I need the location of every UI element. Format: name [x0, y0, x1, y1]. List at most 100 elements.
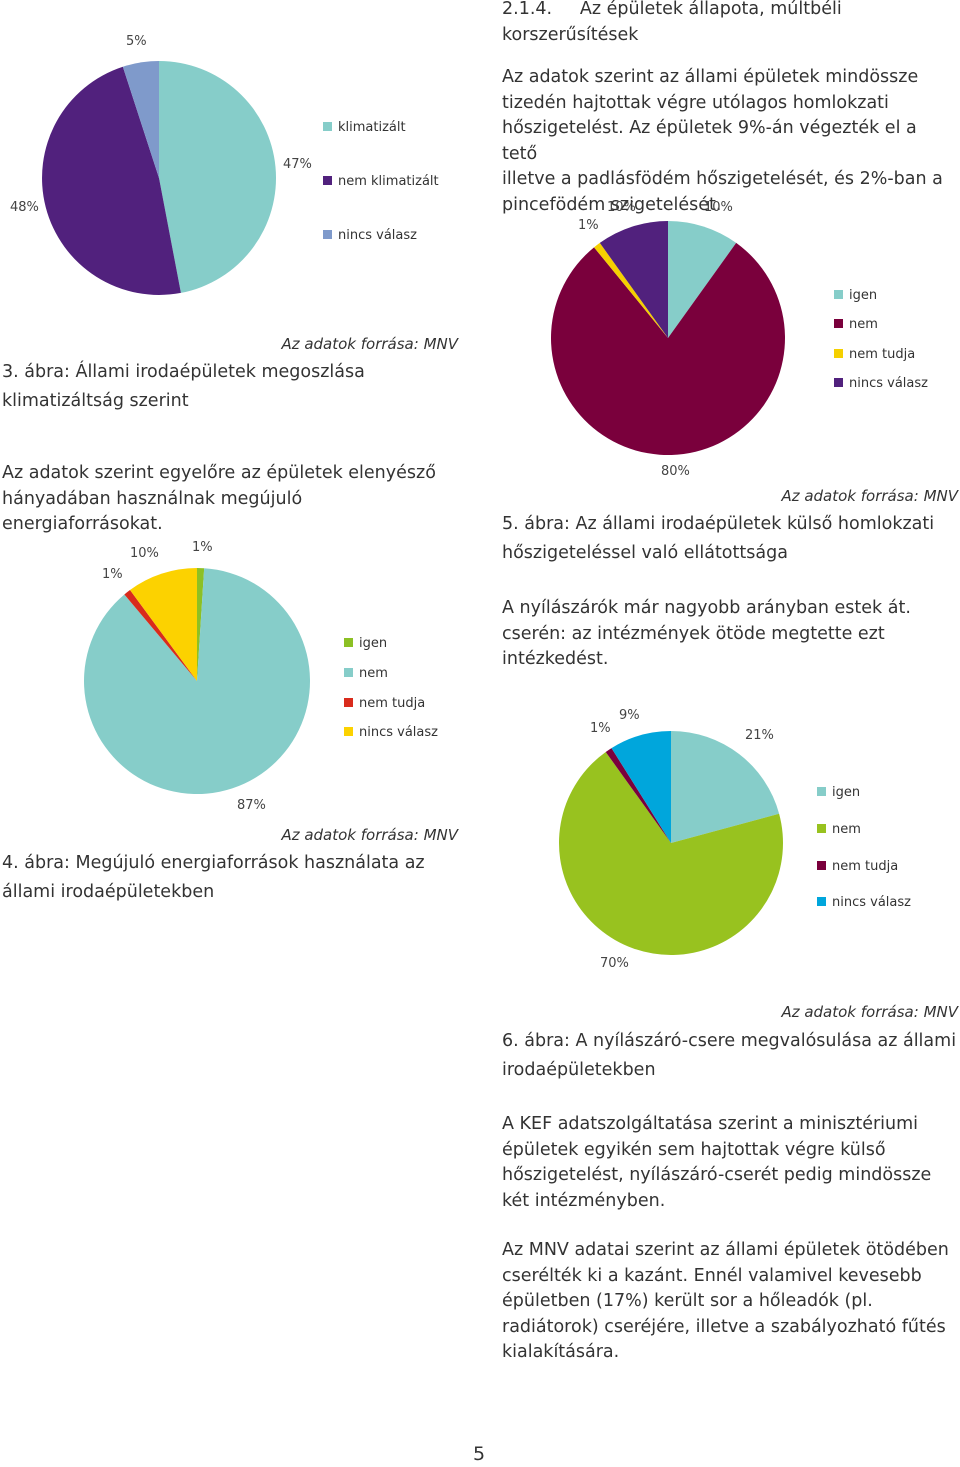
fig4-label-1a: 1% [102, 567, 123, 582]
fig5-source: Az adatok forrása: MNV [781, 487, 958, 505]
fig5-legend-item: nem tudja [834, 347, 915, 362]
fig4-slice-nincs-válasz [130, 568, 197, 681]
fig4-legend-item: igen [344, 636, 387, 651]
fig6-slice-nincs-válasz [611, 731, 671, 843]
legend-swatch [817, 861, 826, 870]
fig3-legend: klimatizált nem klimatizált nincs válasz [323, 120, 473, 250]
fig4-source: Az adatok forrása: MNV [281, 826, 458, 844]
fig3-pie-chart [42, 61, 277, 295]
fig3-legend-item: nem klimatizált [323, 174, 439, 189]
fig6-label-9: 9% [619, 708, 640, 723]
fig5-pie-chart [550, 221, 785, 455]
text-line: tizedén hajtottak végre utólagos homlokz… [502, 92, 889, 113]
text-line: illetve a padlásfödém hőszigetelését, és… [502, 169, 943, 189]
fig5-legend-label: nem tudja [849, 347, 916, 362]
fig6-legend-item: nincs válasz [817, 895, 911, 910]
fig4-legend: igen nem nem tudja nincs válasz [344, 636, 474, 746]
fig4-legend-item: nem [344, 666, 388, 681]
section-number: 2.1.4. [502, 0, 553, 19]
fig5-legend-item: nincs válasz [834, 376, 928, 391]
fig4-legend-label: nem [359, 666, 388, 681]
fig4-slice-nem [84, 568, 311, 795]
legend-swatch [344, 668, 353, 677]
fig4-legend-label: nem tudja [359, 696, 426, 711]
fig3-slice-klimatizált [159, 61, 277, 293]
fig6-slice-nem [559, 751, 784, 955]
paragraph-1: Az adatok szerint az állami épületek min… [502, 65, 957, 218]
text-line: intézkedést. [502, 649, 609, 669]
fig3-legend-label: klimatizált [338, 120, 406, 135]
fig3-label-47: 47% [283, 157, 312, 172]
fig4-legend-label: igen [359, 636, 388, 651]
paragraph-3: A nyílászárók már nagyobb arányban estek… [502, 596, 957, 673]
fig3-legend-label: nem klimatizált [338, 174, 439, 189]
text-line: hányadában használnak megújuló [2, 488, 303, 509]
fig4-label-10: 10% [130, 546, 159, 561]
fig6-source: Az adatok forrása: MNV [781, 1003, 958, 1021]
fig5-slice-nem-tudja [594, 242, 668, 338]
fig3-label-48: 48% [10, 200, 39, 215]
fig5-caption-line: hőszigeteléssel való ellátottsága [502, 543, 788, 563]
fig3-caption: 3. ábra: Állami irodaépületek megoszlása… [2, 358, 472, 416]
text-line: épületben (17%) került sor a hőleadók (p… [502, 1291, 873, 1311]
text-line: Az adatok szerint egyelőre az épületek e… [2, 463, 436, 483]
fig5-slice-nem [550, 242, 785, 455]
legend-swatch [834, 349, 843, 358]
fig5-slice-nincs-válasz [599, 221, 668, 338]
fig6-legend-label: nem tudja [832, 859, 899, 874]
text-line: energiaforrásokat. [2, 514, 163, 534]
fig6-caption-line: irodaépületekben [502, 1060, 656, 1080]
page-number: 5 [473, 1443, 486, 1465]
paragraph-2: Az adatok szerint egyelőre az épületek e… [2, 461, 472, 538]
text-line: cserén: az intézmények ötöde megtette ez… [502, 623, 885, 644]
text-line: A KEF adatszolgáltatása szerint a minisz… [502, 1114, 919, 1134]
text-line: két intézményben. [502, 1190, 666, 1211]
fig3-legend-item: nincs válasz [323, 228, 417, 243]
fig5-label-1: 1% [578, 218, 599, 233]
text-line: kialakítására. [502, 1342, 620, 1362]
legend-swatch [344, 727, 353, 736]
fig5-legend-label: nem [849, 317, 878, 332]
fig4-caption: 4. ábra: Megújuló energiaforrások haszná… [2, 849, 472, 907]
fig4-label-87: 87% [237, 798, 266, 813]
fig6-legend-item: nem [817, 822, 861, 837]
fig3-slice-nincs-válasz [122, 61, 159, 178]
fig5-label-80: 80% [661, 464, 690, 479]
fig5-label-10a: 10% [607, 200, 636, 215]
legend-swatch [817, 787, 826, 796]
legend-swatch [323, 122, 332, 131]
fig6-label-70: 70% [600, 956, 629, 971]
fig6-slice-nem-tudja [605, 748, 671, 843]
fig4-caption-line: 4. ábra: Megújuló energiaforrások haszná… [2, 853, 425, 873]
fig3-caption-line: 3. ábra: Állami irodaépületek megoszlása [2, 362, 365, 382]
fig4-caption-line: állami irodaépületekben [2, 882, 215, 902]
fig5-caption: 5. ábra: Az állami irodaépületek külső h… [502, 510, 957, 568]
legend-swatch [817, 824, 826, 833]
text-line: épületek egyikén sem hajtottak végre kül… [502, 1139, 886, 1160]
fig4-pie-chart [84, 568, 311, 795]
fig6-caption-line: 6. ábra: A nyílászáró-csere megvalósulás… [502, 1031, 957, 1051]
section-heading: 2.1.4. Az épületek állapota, múltbéli ko… [502, 0, 952, 48]
text-line: radiátorok) cseréjére, illetve a szabály… [502, 1316, 946, 1337]
fig6-caption: 6. ábra: A nyílászáró-csere megvalósulás… [502, 1027, 957, 1085]
fig5-caption-line: 5. ábra: Az állami irodaépületek külső h… [502, 514, 935, 534]
fig4-label-1b: 1% [192, 540, 213, 555]
legend-swatch [344, 638, 353, 647]
text-line: pincefödém szigetelését. [502, 194, 722, 215]
paragraph-5: Az MNV adatai szerint az állami épületek… [502, 1238, 957, 1366]
legend-swatch [834, 319, 843, 328]
fig6-legend-item: igen [817, 785, 860, 800]
fig5-legend-label: nincs válasz [849, 376, 928, 391]
fig5-slice-igen [668, 221, 737, 338]
fig4-slice-nem-tudja [124, 590, 197, 681]
fig6-legend-item: nem tudja [817, 859, 898, 874]
legend-swatch [834, 290, 843, 299]
legend-swatch [323, 176, 332, 185]
fig5-legend: igen nem nem tudja nincs válasz [834, 288, 954, 398]
fig5-label-10b: 10% [704, 200, 733, 215]
fig3-slice-nem-klimatizált [42, 66, 181, 295]
text-line: hőszigetelést, nyílászáró-cserét pedig m… [502, 1165, 932, 1185]
fig5-legend-item: igen [834, 288, 877, 303]
fig6-label-1: 1% [590, 721, 611, 736]
fig4-legend-item: nincs válasz [344, 725, 438, 740]
